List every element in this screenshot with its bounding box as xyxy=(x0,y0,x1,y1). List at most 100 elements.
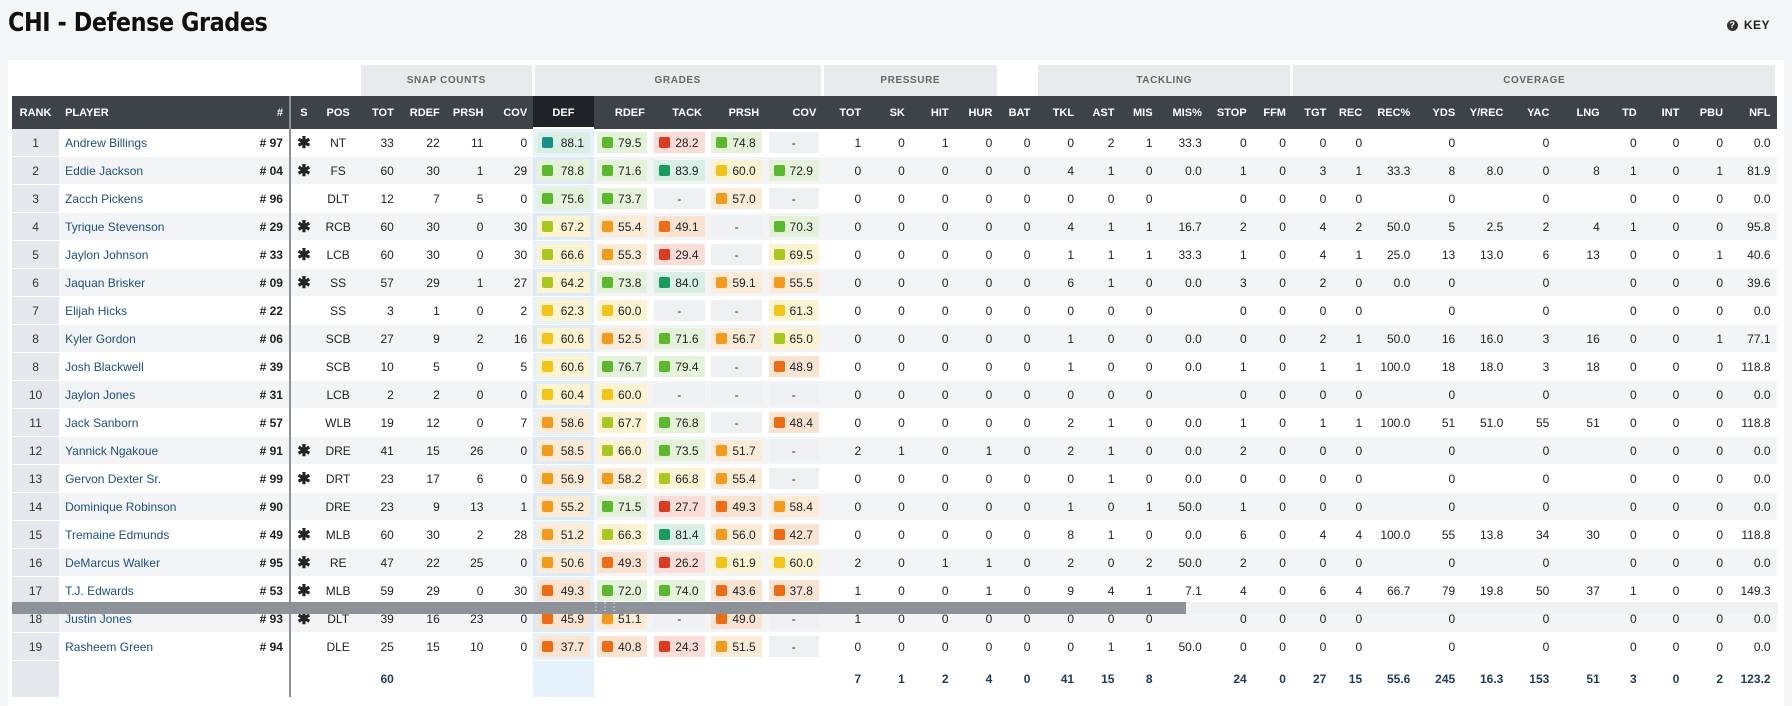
grade-value: 67.2 xyxy=(560,219,585,234)
pressure-cell: 0 xyxy=(954,380,999,409)
pressure-cell: 0 xyxy=(867,184,911,213)
player-link[interactable]: Kyler Gordon xyxy=(59,324,214,353)
coverage-cell: 39.6 xyxy=(1729,268,1777,297)
pressure-cell: 0 xyxy=(954,129,999,157)
col-header-cv-yds[interactable]: YDS xyxy=(1416,96,1462,129)
player-link[interactable]: Zacch Pickens xyxy=(59,184,214,213)
table-row: 17 T.J. Edwards # 53 ✱ MLB 59 29 0 30 49.3 72.0 74.… xyxy=(12,576,1777,605)
col-header-grade-prsh[interactable]: PRSH xyxy=(708,96,766,129)
player-link[interactable]: Jaylon Johnson xyxy=(59,240,214,269)
col-header-pr-bat[interactable]: BAT xyxy=(998,96,1037,129)
pressure-cell: 0 xyxy=(910,352,955,381)
rank-cell: 16 xyxy=(12,548,60,577)
col-header-tk-mis-pct[interactable]: MIS% xyxy=(1158,96,1208,129)
pressure-cell: 0 xyxy=(910,464,955,493)
player-link[interactable]: T.J. Edwards xyxy=(59,576,214,605)
grade-badge: - xyxy=(768,468,819,489)
tackling-cell: 0 xyxy=(1120,324,1159,353)
tackling-cell: 0 xyxy=(1120,156,1159,185)
player-link[interactable]: Jaquan Brisker xyxy=(59,268,214,297)
tackling-cell: 4 xyxy=(1207,576,1253,605)
col-header-grade-cov[interactable]: COV xyxy=(765,96,823,129)
col-header-snap-prsh[interactable]: PRSH xyxy=(445,96,490,129)
col-header-grade-rdef[interactable]: RDEF xyxy=(593,96,651,129)
col-header-cv-rec-pct[interactable]: REC% xyxy=(1368,96,1417,129)
col-header-cv-yrec[interactable]: Y/REC xyxy=(1461,96,1510,129)
player-link[interactable]: Yannick Ngakoue xyxy=(59,436,214,465)
col-header-pr-sk[interactable]: SK xyxy=(867,96,911,129)
col-header-cv-yac[interactable]: YAC xyxy=(1509,96,1556,129)
col-header-rank[interactable]: RANK xyxy=(12,96,60,129)
coverage-cell: 1 xyxy=(1332,408,1369,437)
col-header-snap-rdef[interactable]: RDEF xyxy=(399,96,446,129)
col-header-grade-def[interactable]: DEF xyxy=(533,96,594,129)
grade-color-icon xyxy=(773,165,785,176)
tackling-cell: 0 xyxy=(1252,212,1292,241)
player-link[interactable]: Jack Sanborn xyxy=(59,408,214,437)
coverage-cell: 4 xyxy=(1291,212,1333,241)
col-header-tk-mis[interactable]: MIS xyxy=(1120,96,1159,129)
col-header-tk-tkl[interactable]: TKL xyxy=(1036,96,1081,129)
col-header-pr-hit[interactable]: HIT xyxy=(910,96,955,129)
grade-value: 43.6 xyxy=(732,583,756,598)
rank-cell: 5 xyxy=(12,240,60,269)
col-header-pos[interactable]: POS xyxy=(316,96,360,129)
grade-cell: - xyxy=(765,632,823,661)
player-link[interactable]: Tyrique Stevenson xyxy=(59,212,214,241)
grade-badge: - xyxy=(654,300,705,321)
grade-color-icon xyxy=(541,389,553,400)
col-header-player[interactable]: PLAYER xyxy=(59,96,214,129)
col-header-snap-cov[interactable]: COV xyxy=(489,96,534,129)
tackling-cell: 0 xyxy=(1120,436,1159,465)
coverage-cell: 4 xyxy=(1291,520,1333,549)
grade-color-icon xyxy=(773,501,785,512)
col-header-tk-ast[interactable]: AST xyxy=(1080,96,1121,129)
col-header-cv-nfl[interactable]: NFL xyxy=(1729,96,1777,129)
col-header-cv-lng[interactable]: LNG xyxy=(1555,96,1606,129)
col-header-cv-rec[interactable]: REC xyxy=(1332,96,1369,129)
tackling-cell: 0 xyxy=(1080,324,1121,353)
player-link[interactable]: Gervon Dexter Sr. xyxy=(59,464,214,493)
grade-badge: - xyxy=(768,188,819,209)
coverage-cell: 0.0 xyxy=(1729,129,1777,157)
pressure-cell: 0 xyxy=(998,352,1037,381)
scrollbar-thumb[interactable]: ⋮⋮⋮ xyxy=(12,602,1186,614)
col-header-cv-pbu[interactable]: PBU xyxy=(1685,96,1730,129)
col-header-starter[interactable]: S xyxy=(288,96,317,129)
col-header-number[interactable]: # xyxy=(213,96,290,129)
grade-color-icon xyxy=(659,333,671,344)
player-link[interactable]: Eddie Jackson xyxy=(59,156,214,185)
player-link[interactable]: Josh Blackwell xyxy=(59,352,214,381)
coverage-cell: 0 xyxy=(1685,492,1730,521)
col-header-cv-int[interactable]: INT xyxy=(1642,96,1686,129)
horizontal-scrollbar[interactable]: ⋮⋮⋮ xyxy=(12,602,1778,614)
col-header-cv-tgt[interactable]: TGT xyxy=(1291,96,1333,129)
player-link[interactable]: Rasheem Green xyxy=(59,632,214,661)
player-link[interactable]: Tremaine Edmunds xyxy=(59,520,214,549)
pressure-cell: 0 xyxy=(998,212,1037,241)
player-link[interactable]: DeMarcus Walker xyxy=(59,548,214,577)
grade-color-icon xyxy=(602,641,614,652)
col-header-pr-hur[interactable]: HUR xyxy=(954,96,999,129)
grade-cell: - xyxy=(765,184,823,213)
player-link[interactable]: Dominique Robinson xyxy=(59,492,214,521)
player-link[interactable]: Jaylon Jones xyxy=(59,380,214,409)
table-row: 8 Kyler Gordon # 06 SCB 27 9 2 16 60.6 52.5 71.6 56… xyxy=(12,324,1777,353)
grade-cell: - xyxy=(708,212,766,241)
totals-pressure-cell: 0 xyxy=(998,660,1037,697)
key-button[interactable]: ? KEY xyxy=(1726,18,1770,32)
col-header-tk-ffm[interactable]: FFM xyxy=(1252,96,1292,129)
col-header-snap-tot[interactable]: TOT xyxy=(359,96,400,129)
snap-count-cell: 10 xyxy=(445,632,490,661)
col-header-tk-stop[interactable]: STOP xyxy=(1207,96,1253,129)
player-link[interactable]: Elijah Hicks xyxy=(59,296,214,325)
col-header-grade-tack[interactable]: TACK xyxy=(650,96,708,129)
snap-count-cell: 0 xyxy=(445,576,490,605)
grade-color-icon xyxy=(602,305,614,316)
coverage-cell: 0 xyxy=(1642,156,1686,185)
snap-count-cell: 26 xyxy=(445,436,490,465)
snap-count-cell: 5 xyxy=(399,352,446,381)
col-header-pr-tot[interactable]: TOT xyxy=(822,96,868,129)
player-link[interactable]: Andrew Billings xyxy=(59,129,214,157)
col-header-cv-td[interactable]: TD xyxy=(1605,96,1643,129)
